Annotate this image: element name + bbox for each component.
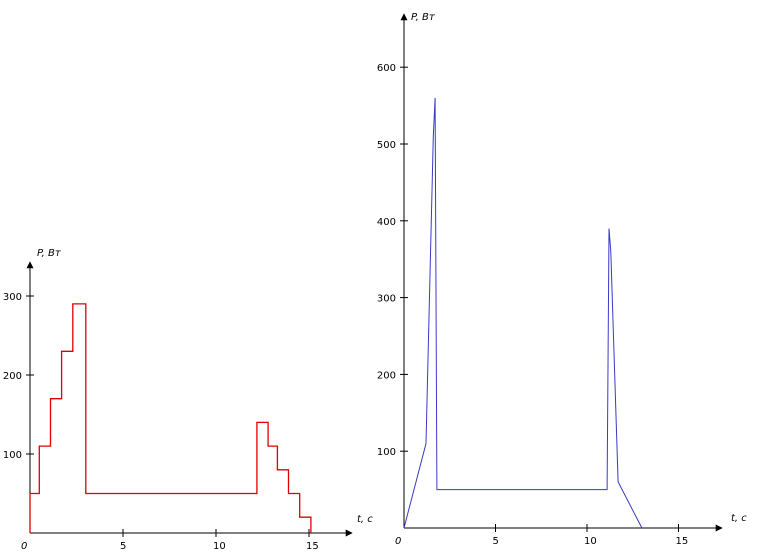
y-tick-label-left-1: 200 <box>3 371 22 382</box>
y-tick-label-left-0: 100 <box>3 450 22 461</box>
x-tick-label-left-3: 15 <box>306 541 319 552</box>
x-tick-label-right-0: 0 <box>395 536 401 547</box>
series-left-line <box>29 303 312 533</box>
y-tick-label-right-3: 400 <box>377 217 396 228</box>
ticks-left: 0 5 10 15 100 200 300 <box>3 292 319 552</box>
chart-left: P, Вт t, c 0 5 10 15 100 200 300 <box>3 248 373 552</box>
x-tick-label-left-1: 5 <box>120 541 126 552</box>
y-axis-title-right: P, Вт <box>411 12 436 23</box>
y-tick-label-right-0: 100 <box>377 447 396 458</box>
x-tick-label-right-2: 10 <box>584 536 597 547</box>
x-tick-label-right-1: 5 <box>493 536 499 547</box>
x-tick-label-left-2: 10 <box>213 541 226 552</box>
y-tick-label-right-5: 600 <box>377 63 396 74</box>
y-tick-label-right-4: 500 <box>377 140 396 151</box>
x-tick-label-left-0: 0 <box>21 541 27 552</box>
y-axis-title-left: P, Вт <box>37 248 62 259</box>
y-tick-label-left-2: 300 <box>3 292 22 303</box>
y-tick-label-right-2: 300 <box>377 294 396 305</box>
ticks-right: 0 5 10 15 100 200 300 400 500 600 <box>377 63 688 547</box>
y-tick-label-right-1: 200 <box>377 370 396 381</box>
x-tick-label-right-3: 15 <box>676 536 689 547</box>
x-axis-title-right: t, c <box>731 513 747 524</box>
x-axis-title-left: t, c <box>357 514 373 525</box>
series-right-line <box>403 97 643 529</box>
chart-right: P, Вт t, c 0 5 10 15 100 200 300 400 500 600 <box>377 12 747 547</box>
